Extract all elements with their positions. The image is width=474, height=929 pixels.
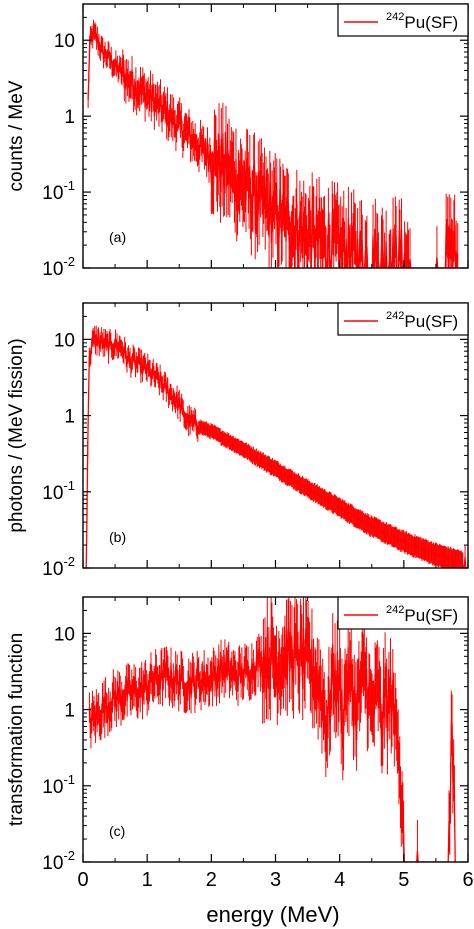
panel-label: (b) (109, 529, 126, 545)
panel-label: (c) (109, 823, 125, 839)
panel-b: 10 1 10-1 10-2 photons / (MeV fission) (b) 242… (6, 302, 469, 580)
legend-box (337, 302, 469, 336)
y-tick-label: 10 (54, 624, 75, 645)
series-line (88, 597, 456, 862)
legend: 242Pu(SF) (337, 302, 469, 336)
panel-c: 10 1 10-1 10-20 1 2 3 4 5 6 transformation functio… (6, 596, 474, 891)
series-line (85, 325, 468, 568)
legend: 242Pu(SF) (337, 596, 469, 630)
y-tick-label: 10-2 (42, 848, 75, 874)
legend-label: 242Pu(SF) (386, 310, 458, 331)
legend: 242Pu(SF) (337, 3, 469, 37)
series-line (87, 19, 459, 268)
y-tick-label: 10-1 (42, 772, 75, 798)
x-tick-label: 0 (77, 869, 88, 891)
legend-box (337, 596, 469, 630)
x-tick-label: 4 (334, 869, 345, 891)
y-tick-label: 1 (64, 107, 75, 128)
y-tick-label: 10-1 (42, 478, 75, 504)
legend-box (337, 3, 469, 37)
x-axis-label: energy (MeV) (206, 902, 339, 927)
series-path (87, 27, 459, 268)
legend-label: 242Pu(SF) (386, 11, 458, 32)
series-path (85, 333, 468, 568)
y-tick-label: 10 (54, 330, 75, 351)
y-axis-label: counts / MeV (6, 80, 27, 191)
panel-label: (a) (109, 229, 126, 245)
series-path (88, 620, 456, 862)
y-axis-label: transformation function (6, 633, 27, 826)
y-tick-label: 1 (64, 701, 75, 722)
y-tick-label: 10-2 (42, 254, 75, 280)
x-tick-label: 1 (142, 869, 153, 891)
x-tick-label: 6 (462, 869, 473, 891)
y-tick-label: 10 (54, 31, 75, 52)
x-tick-label: 2 (206, 869, 217, 891)
panel-a: 10 1 10-1 10-2 counts / MeV (a) 242Pu(SF) (6, 3, 469, 280)
y-tick-label: 10-2 (42, 554, 75, 580)
y-tick-label: 1 (64, 407, 75, 428)
y-tick-label: 10-1 (42, 178, 75, 204)
y-axis-label: photons / (MeV fission) (6, 338, 27, 532)
plot-frame (82, 302, 469, 569)
x-tick-label: 3 (270, 869, 281, 891)
x-tick-label: 5 (398, 869, 409, 891)
legend-label: 242Pu(SF) (386, 604, 458, 625)
